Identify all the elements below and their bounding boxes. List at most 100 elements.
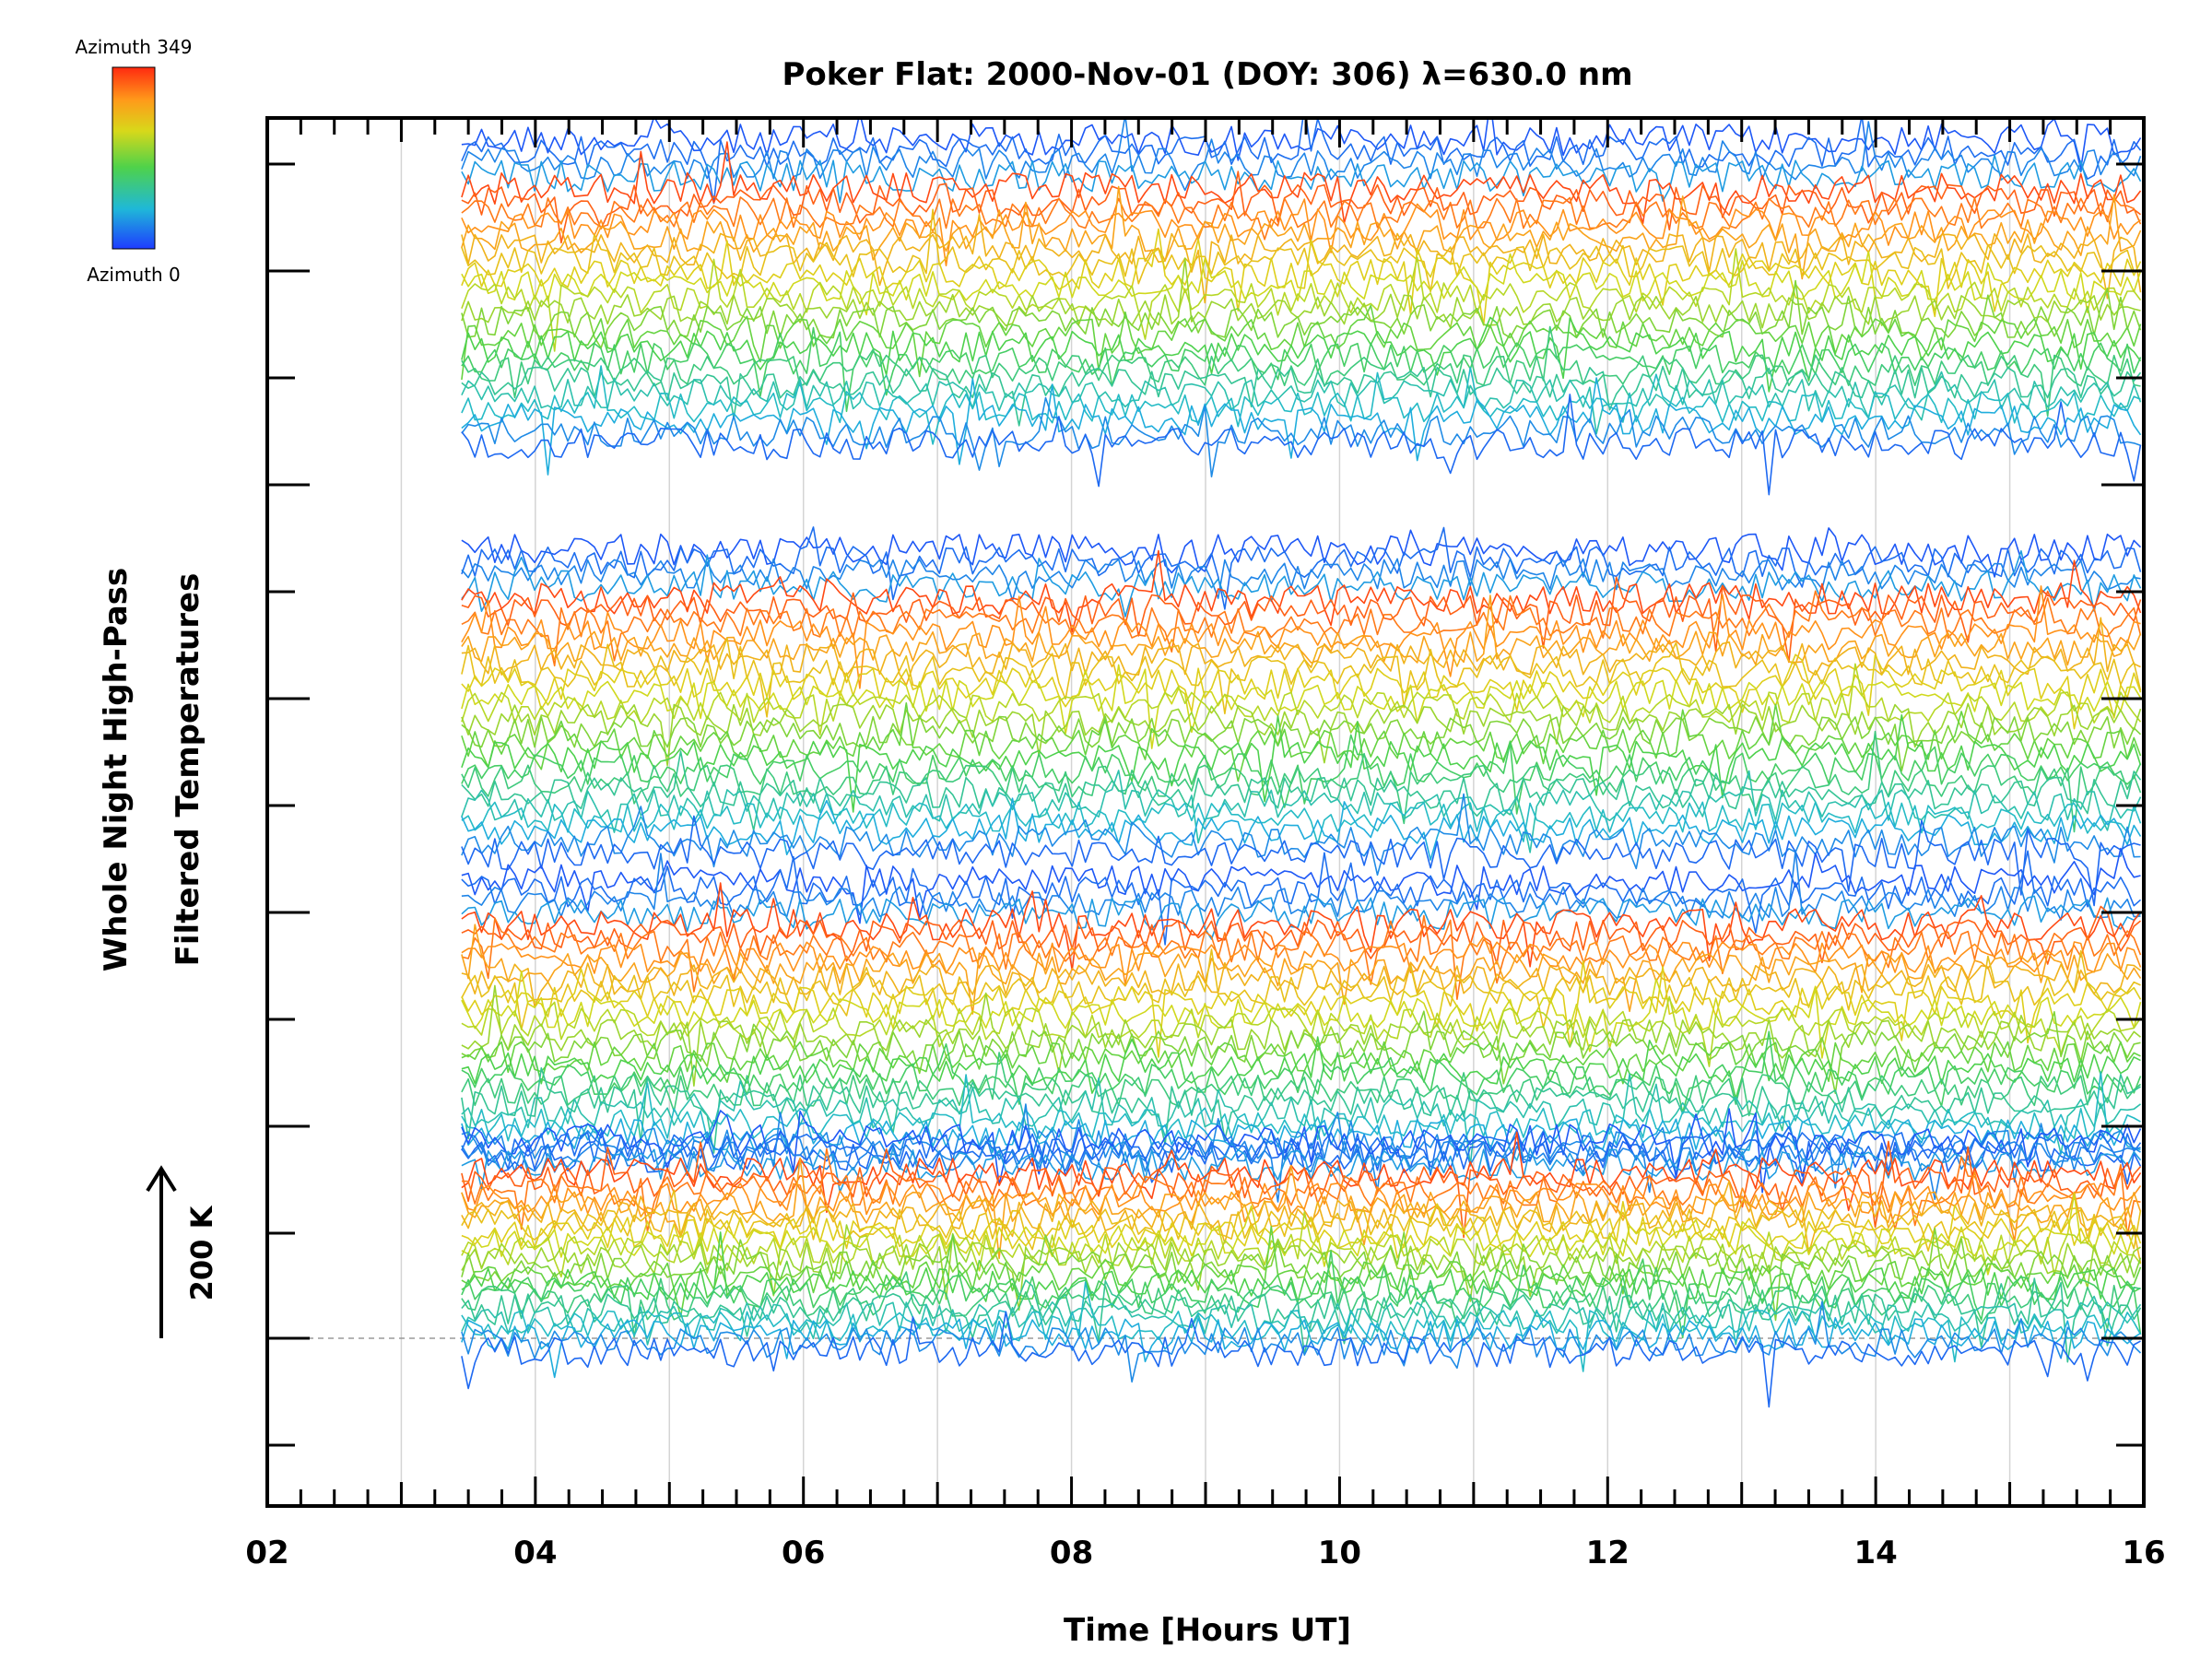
- trace-group-1-12: [461, 250, 2142, 316]
- trace-group-2-24: [461, 793, 2141, 877]
- trace-group-4-2: [461, 1112, 2141, 1203]
- trace-group-4-9: [461, 1180, 2142, 1264]
- trace-group-4-6: [461, 1147, 2141, 1237]
- trace-group-1-22: [461, 365, 2141, 445]
- trace-group-2-9: [461, 617, 2141, 687]
- trace-group-2-15: [461, 714, 2142, 772]
- trace-group-1-7: [461, 198, 2141, 267]
- trace-group-2-4: [461, 549, 2142, 633]
- trace-group-1-0: [461, 118, 2142, 171]
- trace-group-4-15: [461, 1228, 2142, 1322]
- trace-group-1-9: [461, 214, 2142, 304]
- y-axis-label-line1: Whole Night High-Pass: [98, 568, 135, 972]
- trace-group-4-16: [461, 1225, 2142, 1318]
- trace-group-1-16: [461, 304, 2142, 381]
- trace-group-1-21: [461, 371, 2142, 435]
- trace-group-4-13: [461, 1211, 2142, 1277]
- colorbar-bottom-label: Azimuth 0: [87, 264, 181, 286]
- trace-group-2-5: [461, 576, 2142, 664]
- trace-group-1-4: [461, 141, 2142, 225]
- chart-title: Poker Flat: 2000-Nov-01 (DOY: 306) λ=630…: [782, 56, 1632, 93]
- trace-group-3-0: [461, 847, 2141, 924]
- trace-group-1-23: [461, 377, 2142, 476]
- trace-group-4-0: [461, 1108, 2142, 1194]
- trace-group-2-23: [461, 797, 2142, 861]
- colorbar-legend: Azimuth 349 Azimuth 0: [76, 36, 193, 286]
- x-tick-label-16: 16: [2122, 1535, 2165, 1571]
- trace-group-4-3: [461, 1147, 2142, 1194]
- trace-group-1-17: [461, 316, 2142, 393]
- trace-group-4-20: [461, 1277, 2142, 1363]
- trace-group-4-21: [461, 1295, 2142, 1346]
- trace-group-3-1: [461, 850, 2142, 946]
- trace-group-1-3: [461, 154, 2142, 204]
- trace-group-3-19: [461, 1052, 2142, 1117]
- trace-group-1-20: [461, 365, 2142, 427]
- trace-group-2-17: [461, 713, 2142, 813]
- trace-group-4-25: [461, 1311, 2141, 1408]
- x-tick-label-08: 08: [1050, 1535, 1093, 1571]
- trace-group-4-17: [461, 1231, 2141, 1311]
- trace-group-3-17: [461, 1036, 2141, 1100]
- trace-group-4-1: [461, 1125, 2142, 1176]
- scale-bar: 200 K: [146, 1165, 219, 1338]
- trace-group-2-3: [461, 549, 2142, 618]
- trace-group-2-2: [461, 558, 2141, 602]
- trace-group-2-13: [461, 663, 2142, 736]
- trace-group-2-18: [461, 734, 2142, 815]
- trace-group-3-12: [461, 971, 2142, 1059]
- trace-group-1-10: [461, 208, 2141, 293]
- trace-group-3-15: [461, 1010, 2141, 1094]
- trace-group-3-11: [461, 960, 2142, 1058]
- trace-group-2-14: [461, 702, 2142, 767]
- trace-group-3-10: [461, 948, 2141, 1030]
- trace-group-3-22: [461, 1071, 2141, 1142]
- colorbar-top-label: Azimuth 349: [76, 36, 193, 58]
- trace-group-4-24: [461, 1300, 2142, 1383]
- trace-group-3-20: [461, 1067, 2141, 1154]
- trace-group-2-6: [461, 590, 2142, 667]
- x-tick-labels: 02 04 06 08 10 12 14 16: [245, 1535, 2165, 1571]
- x-tick-label-10: 10: [1318, 1535, 1361, 1571]
- x-tick-label-04: 04: [513, 1535, 557, 1571]
- trace-group-1-1: [461, 118, 2142, 205]
- trace-group-1-19: [461, 325, 2141, 418]
- x-tick-label-14: 14: [1853, 1535, 1897, 1571]
- trace-group-3-5: [461, 905, 2142, 965]
- trace-group-1-8: [461, 185, 2142, 280]
- trace-group-1-14: [461, 257, 2141, 329]
- scale-bar-label: 200 K: [184, 1205, 219, 1300]
- trace-group-1-25: [461, 394, 2142, 496]
- trace-group-4-10: [461, 1189, 2142, 1252]
- trace-group-4-14: [461, 1224, 2141, 1312]
- trace-group-3-2: [461, 850, 2141, 921]
- trace-group-2-22: [461, 801, 2142, 845]
- trace-group-2-7: [461, 585, 2141, 689]
- colorbar-gradient: [112, 66, 156, 250]
- trace-group-2-11: [461, 653, 2142, 730]
- trace-group-3-9: [461, 961, 2141, 1007]
- trace-group-3-6: [461, 914, 2142, 1000]
- scale-arrow-head: [146, 1165, 177, 1193]
- x-axis-label: Time [Hours UT]: [1064, 1612, 1351, 1649]
- trace-group-2-25: [461, 815, 2141, 907]
- trace-group-2-10: [461, 637, 2142, 718]
- trace-group-3-16: [461, 1041, 2141, 1085]
- temperature-traces: [461, 118, 2142, 1408]
- x-tick-label-12: 12: [1586, 1535, 1630, 1571]
- trace-group-4-5: [461, 1140, 2142, 1239]
- trace-group-3-3: [461, 895, 2142, 940]
- trace-group-1-24: [461, 396, 2141, 478]
- y-axis-label-line2: Filtered Temperatures: [170, 573, 206, 967]
- trace-group-2-21: [461, 770, 2142, 853]
- trace-group-1-6: [461, 196, 2142, 241]
- trace-group-2-12: [461, 664, 2142, 749]
- trace-group-4-23: [461, 1317, 2141, 1379]
- plot-frame: [265, 116, 2146, 1508]
- trace-group-4-22: [461, 1281, 2142, 1372]
- trace-group-3-7: [461, 935, 2142, 985]
- x-tick-label-02: 02: [245, 1535, 288, 1571]
- trace-group-1-5: [461, 171, 2141, 244]
- trace-group-1-18: [461, 326, 2142, 413]
